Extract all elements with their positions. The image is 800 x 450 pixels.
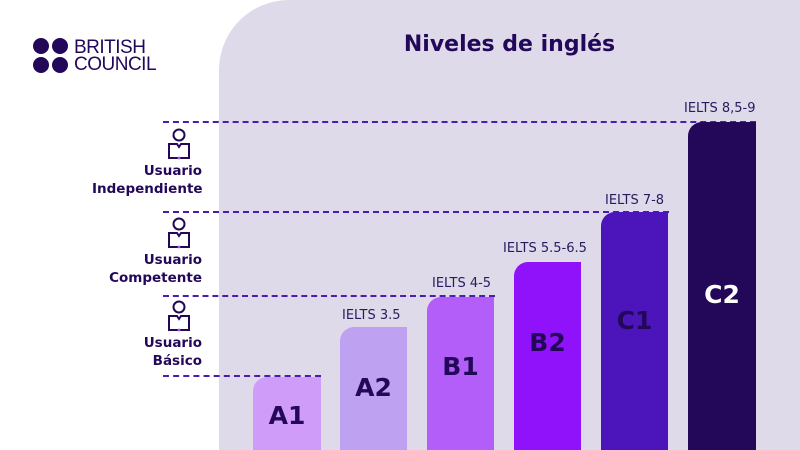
page-title: Niveles de inglés	[403, 32, 616, 57]
bar-b2: B2	[514, 262, 581, 450]
threshold-line-a1	[163, 375, 321, 377]
tier-independiente: Usuario Independiente	[92, 128, 203, 198]
tier-line-1: Usuario	[143, 335, 202, 351]
bar-b1: B1	[427, 297, 494, 450]
tier-competente: Usuario Competente	[92, 217, 202, 287]
person-reading-icon	[168, 128, 190, 160]
tier-basico: Usuario Básico	[92, 300, 202, 370]
logo-dots-icon	[33, 38, 68, 73]
ielts-b2: IELTS 5.5-6.5	[503, 241, 587, 256]
bar-a2: A2	[340, 327, 407, 450]
threshold-line-b1	[163, 295, 495, 297]
logo-line-1: BRITISH	[74, 36, 146, 58]
bar-c1: C1	[601, 212, 668, 450]
tier-line-1: Usuario	[143, 252, 202, 268]
bar-label: C2	[704, 280, 740, 309]
ielts-a2: IELTS 3.5	[342, 308, 401, 323]
bar-label: A1	[268, 401, 306, 430]
tier-line-2: Independiente	[92, 181, 203, 197]
british-council-logo: BRITISH COUNCIL	[33, 36, 157, 75]
bar-label: A2	[355, 373, 392, 402]
threshold-line-c1	[163, 211, 669, 213]
person-reading-icon	[168, 300, 190, 332]
bar-a1: A1	[253, 377, 321, 450]
bar-label: C1	[616, 306, 653, 335]
bar-label: B2	[529, 328, 566, 357]
tier-line-2: Competente	[109, 270, 202, 286]
person-reading-icon	[168, 217, 190, 249]
ielts-c1: IELTS 7-8	[605, 193, 665, 208]
threshold-line-c2	[163, 121, 756, 123]
tier-line-2: Básico	[152, 353, 202, 369]
logo-line-2: COUNCIL	[74, 53, 157, 75]
tier-line-1: Usuario	[143, 163, 202, 179]
bar-label: B1	[442, 352, 479, 381]
bar-c2: C2	[688, 122, 756, 450]
ielts-c2: IELTS 8,5-9	[684, 101, 756, 116]
ielts-b1: IELTS 4-5	[432, 276, 492, 291]
